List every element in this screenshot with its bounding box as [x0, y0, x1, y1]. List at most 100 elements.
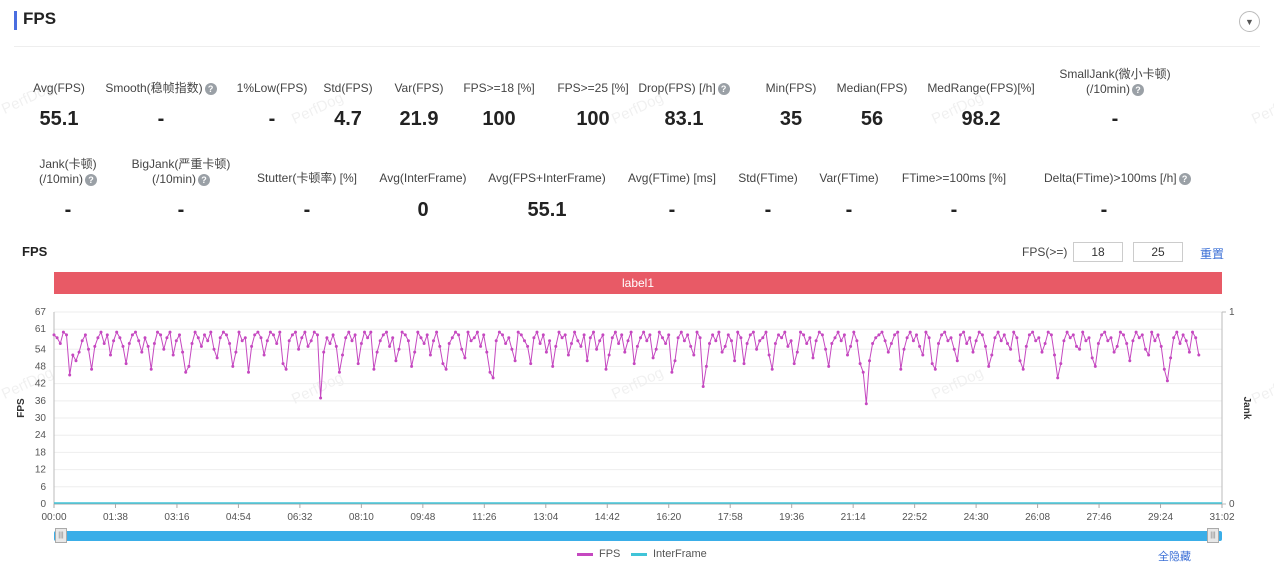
help-icon[interactable]: ?: [1132, 83, 1144, 96]
y-tick-label: 30: [35, 413, 47, 424]
fps-point: [930, 362, 934, 366]
fps-point: [566, 353, 570, 357]
fps-point: [337, 370, 341, 374]
fps-point: [469, 339, 473, 343]
fps-point: [134, 330, 137, 334]
metric-value: 55.1: [527, 199, 567, 221]
x-tick-label: 04:54: [226, 512, 251, 523]
fps-point: [861, 370, 865, 374]
metric-label: Var(FTime): [819, 171, 879, 185]
fps-threshold-1-input[interactable]: [1073, 242, 1123, 262]
fps-point: [730, 339, 733, 343]
metric-cell: SmallJank(微小卡顿) (/10min)? -: [1055, 67, 1175, 130]
fps-point: [519, 333, 523, 337]
fps-point: [55, 336, 59, 340]
collapse-toggle-button[interactable]: ▼: [1239, 11, 1260, 32]
fps-point: [475, 330, 479, 334]
fps-point: [447, 342, 451, 345]
fps-point: [523, 339, 526, 343]
fps-point: [886, 350, 890, 354]
fps-point: [657, 330, 661, 334]
fps-point: [513, 359, 517, 363]
fps-point: [90, 367, 94, 371]
metric-value: 83.1: [664, 108, 704, 130]
y2-axis-label: Jank: [1241, 397, 1252, 420]
fps-point: [234, 350, 238, 354]
fps-point: [137, 339, 141, 343]
legend-item-interframe[interactable]: InterFrame: [631, 548, 707, 560]
help-icon[interactable]: ?: [204, 82, 217, 95]
fps-point: [1162, 367, 1166, 371]
metric-label: Min(FPS): [765, 81, 817, 95]
fps-point: [604, 367, 608, 371]
fps-point: [375, 350, 379, 354]
fps-point: [71, 353, 75, 357]
fps-point: [645, 339, 649, 343]
fps-point: [745, 342, 749, 345]
metric-cell: Smooth(稳帧指数)? -: [101, 81, 221, 130]
fps-point: [372, 367, 376, 371]
time-range-slider-track[interactable]: [54, 531, 1222, 541]
fps-point: [466, 330, 470, 334]
help-icon[interactable]: ?: [1178, 172, 1191, 185]
fps-point: [99, 330, 103, 334]
fps-point: [1128, 359, 1132, 363]
x-tick-label: 22:52: [902, 512, 927, 523]
fps-point: [124, 362, 128, 366]
fps-point: [610, 336, 614, 340]
fps-point: [987, 364, 991, 368]
fps-point: [686, 333, 690, 337]
legend-item-fps[interactable]: FPS: [577, 548, 620, 560]
fps-point: [400, 330, 404, 334]
fps-point: [717, 330, 721, 334]
x-tick-label: 26:08: [1025, 512, 1050, 523]
fps-point: [739, 336, 743, 340]
y-tick-label: 18: [35, 447, 47, 458]
metric-cell: Drop(FPS) [/h]? 83.1: [624, 81, 744, 130]
fps-point: [256, 330, 260, 334]
fps-point: [309, 339, 313, 343]
slider-handle-right[interactable]: |||: [1207, 528, 1219, 543]
x-tick-label: 14:42: [595, 512, 620, 523]
fps-point: [648, 333, 652, 337]
fps-point: [1103, 330, 1107, 334]
metric-value: -: [157, 108, 165, 130]
metric-label: Std(FPS): [323, 81, 373, 95]
metric-cell: BigJank(严重卡顿) (/10min)? -: [121, 157, 241, 221]
fps-point: [416, 330, 420, 334]
fps-point: [193, 330, 197, 334]
fps-point: [284, 367, 288, 371]
fps-point: [852, 330, 856, 334]
fps-point: [1134, 330, 1138, 334]
reset-button[interactable]: 重置: [1200, 247, 1225, 261]
metric-label: Delta(FTime)>100ms [/h]?: [1044, 171, 1191, 186]
fps-point: [990, 353, 994, 357]
fps-point: [61, 330, 65, 334]
fps-point: [679, 330, 683, 334]
metric-value: 56: [860, 108, 884, 130]
metric-cell: Jank(卡顿) (/10min)? -: [8, 157, 128, 221]
slider-handle-left[interactable]: |||: [55, 528, 67, 543]
metric-cell: Min(FPS) 35: [731, 81, 851, 130]
fps-line: [53, 330, 1200, 404]
fps-point: [118, 336, 122, 340]
fps-point: [1184, 339, 1188, 343]
fps-legend-swatch: [577, 552, 593, 556]
fps-point: [482, 333, 486, 337]
help-icon[interactable]: ?: [198, 173, 210, 186]
label-bar[interactable]: label1: [54, 272, 1222, 294]
help-icon[interactable]: ?: [85, 173, 97, 186]
metric-cell: FPS>=25 [%] 100: [533, 81, 653, 130]
hide-all-button[interactable]: 全隐藏: [1158, 551, 1191, 563]
fps-point: [817, 330, 821, 334]
fps-threshold-2-input[interactable]: [1133, 242, 1183, 262]
fps-point: [331, 333, 335, 337]
help-icon[interactable]: ?: [717, 82, 730, 95]
fps-point: [350, 339, 354, 343]
fps-point: [334, 344, 338, 348]
fps-point: [435, 330, 439, 334]
fps-point: [391, 336, 395, 340]
fps-point: [789, 339, 793, 343]
watermark-text: PerfDog: [1248, 89, 1274, 128]
fps-point: [353, 333, 357, 337]
